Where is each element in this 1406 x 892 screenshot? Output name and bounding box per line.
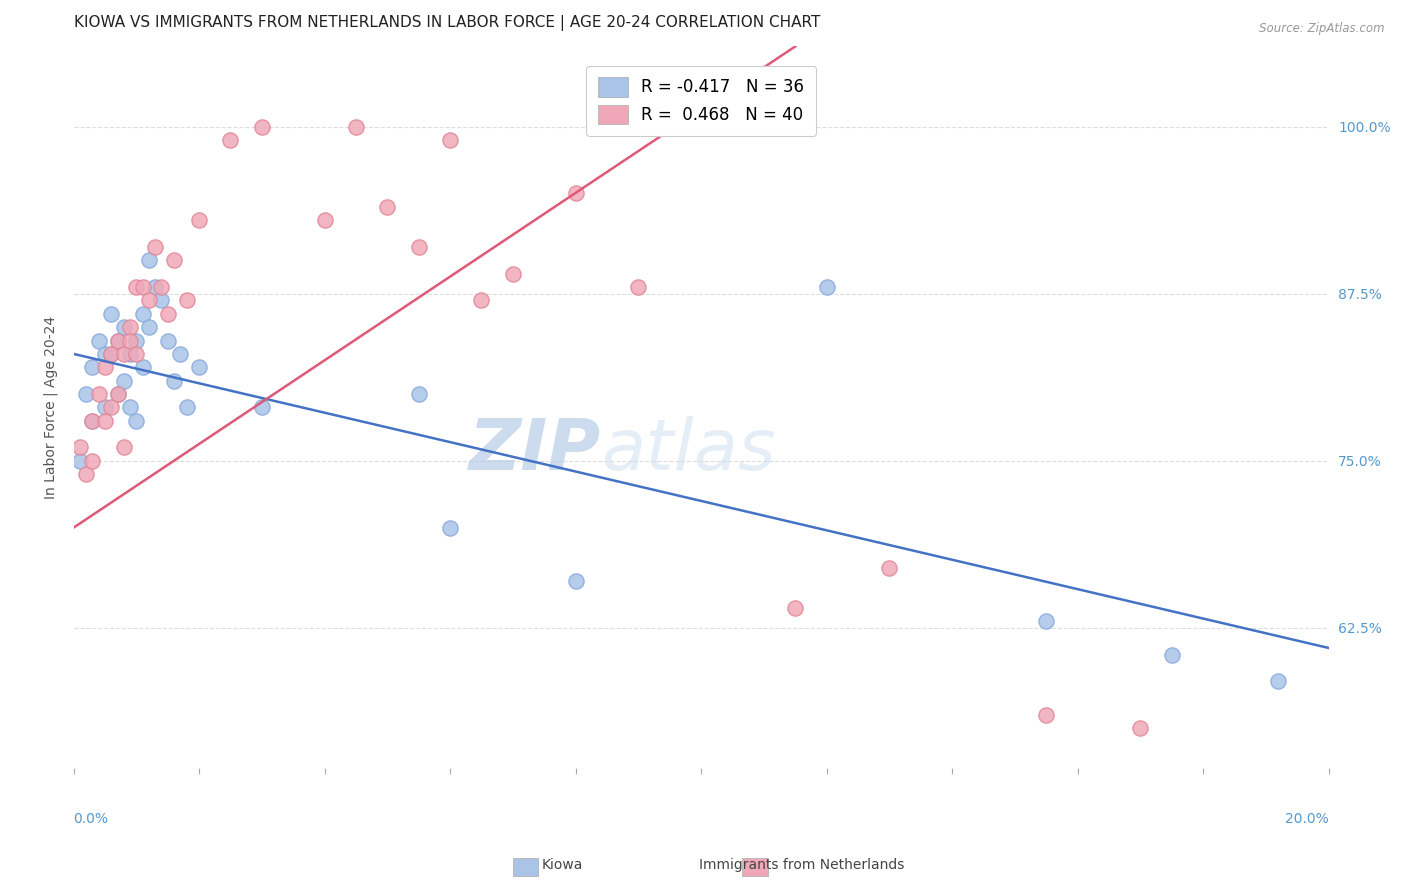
Point — [107, 334, 129, 348]
Point — [112, 347, 135, 361]
Text: KIOWA VS IMMIGRANTS FROM NETHERLANDS IN LABOR FORCE | AGE 20-24 CORRELATION CHAR: KIOWA VS IMMIGRANTS FROM NETHERLANDS IN … — [73, 15, 820, 31]
Point — [100, 401, 122, 415]
Point — [82, 454, 104, 468]
Text: 20.0%: 20.0% — [1285, 812, 1329, 826]
Legend: R = -0.417   N = 36, R =  0.468   N = 40: R = -0.417 N = 36, R = 0.468 N = 40 — [586, 66, 815, 136]
Point — [163, 253, 186, 268]
Point — [156, 307, 179, 321]
Point — [69, 454, 91, 468]
Point — [131, 280, 153, 294]
Point — [564, 186, 586, 201]
Point — [107, 387, 129, 401]
Point — [439, 521, 461, 535]
Text: 0.0%: 0.0% — [73, 812, 108, 826]
Point — [120, 320, 142, 334]
Point — [87, 387, 110, 401]
Point — [377, 200, 399, 214]
Point — [188, 213, 211, 227]
Point — [82, 360, 104, 375]
Point — [176, 401, 198, 415]
Point — [100, 307, 122, 321]
Point — [470, 293, 492, 308]
Point — [125, 347, 148, 361]
Text: atlas: atlas — [600, 417, 775, 485]
Point — [112, 374, 135, 388]
Y-axis label: In Labor Force | Age 20-24: In Labor Force | Age 20-24 — [44, 316, 58, 499]
Point — [408, 387, 430, 401]
Text: Immigrants from Netherlands: Immigrants from Netherlands — [699, 858, 904, 872]
Point — [314, 213, 336, 227]
Point — [120, 401, 142, 415]
Point — [87, 334, 110, 348]
Point — [131, 307, 153, 321]
Point — [1160, 648, 1182, 662]
Point — [156, 334, 179, 348]
Point — [75, 467, 97, 482]
Point — [82, 414, 104, 428]
Point — [219, 133, 242, 147]
Point — [94, 414, 117, 428]
Point — [502, 267, 524, 281]
Point — [188, 360, 211, 375]
Point — [439, 133, 461, 147]
Point — [94, 360, 117, 375]
Text: Source: ZipAtlas.com: Source: ZipAtlas.com — [1260, 22, 1385, 36]
Point — [138, 293, 160, 308]
Point — [94, 401, 117, 415]
Point — [250, 401, 273, 415]
Point — [131, 360, 153, 375]
Point — [143, 280, 166, 294]
Point — [169, 347, 191, 361]
Point — [143, 240, 166, 254]
Point — [344, 120, 367, 134]
Point — [1035, 614, 1057, 628]
Point — [627, 280, 650, 294]
Text: Kiowa: Kiowa — [541, 858, 583, 872]
Point — [138, 253, 160, 268]
Point — [107, 387, 129, 401]
Point — [815, 280, 838, 294]
Point — [107, 334, 129, 348]
Point — [100, 347, 122, 361]
Point — [879, 561, 901, 575]
Point — [176, 293, 198, 308]
Point — [1267, 674, 1289, 689]
Point — [1035, 707, 1057, 722]
Point — [69, 441, 91, 455]
Point — [82, 414, 104, 428]
Point — [112, 320, 135, 334]
Point — [120, 334, 142, 348]
Point — [564, 574, 586, 588]
Point — [100, 347, 122, 361]
Point — [150, 280, 173, 294]
Point — [163, 374, 186, 388]
Point — [1129, 721, 1152, 735]
Point — [125, 414, 148, 428]
Point — [138, 320, 160, 334]
Point — [408, 240, 430, 254]
Point — [785, 600, 807, 615]
Point — [75, 387, 97, 401]
Point — [94, 347, 117, 361]
Text: ZIP: ZIP — [468, 417, 600, 485]
Point — [125, 334, 148, 348]
Point — [125, 280, 148, 294]
Point — [250, 120, 273, 134]
Point — [150, 293, 173, 308]
Point — [120, 347, 142, 361]
Point — [112, 441, 135, 455]
